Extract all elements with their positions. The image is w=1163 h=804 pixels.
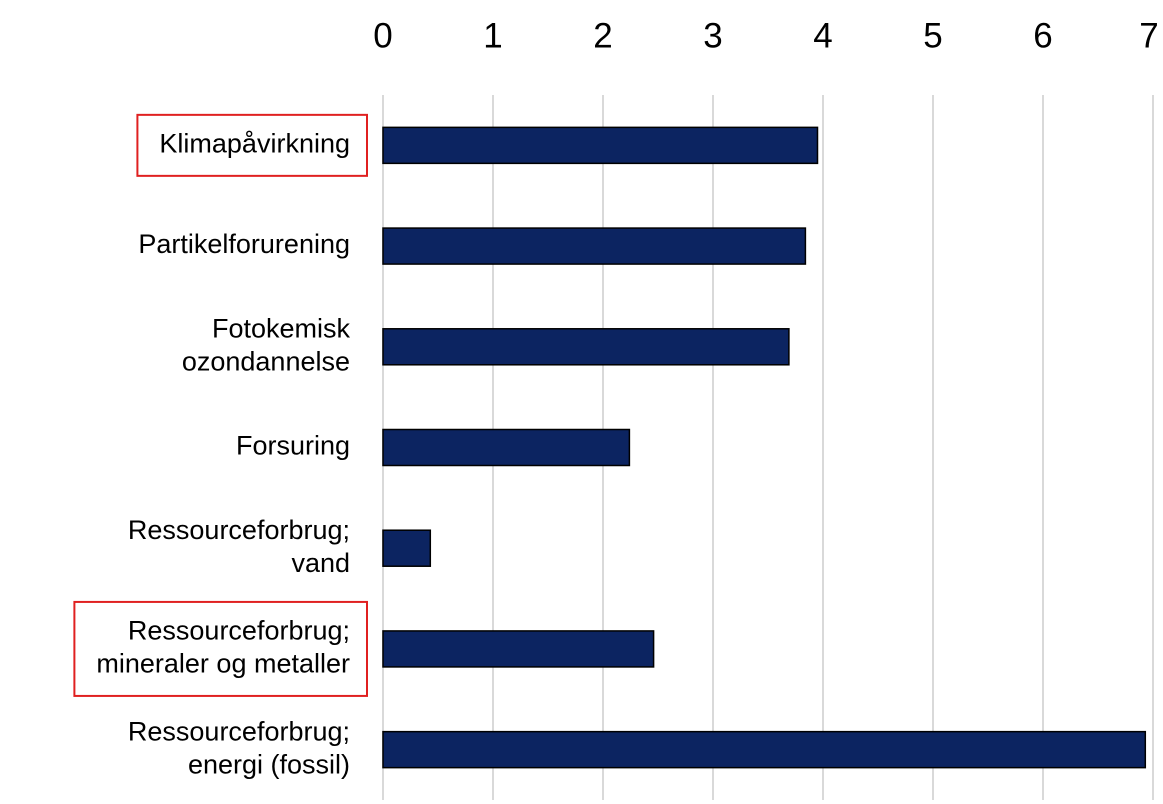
bar [382,630,655,668]
x-tick-label: 0 [373,16,392,55]
y-tick-label: Fotokemisk [212,313,351,343]
y-tick-label: vand [291,548,350,578]
x-tick-label: 6 [1033,16,1052,55]
bar [382,529,432,567]
x-tick-label: 5 [923,16,942,55]
y-tick-label: mineraler og metaller [96,649,350,679]
y-tick-label: Ressourceforbrug; [128,616,350,646]
y-tick-label: energi (fossil) [188,749,350,779]
bar [382,730,1147,769]
highlight-box [136,113,368,177]
y-tick-label: ozondannelse [182,346,350,376]
x-tick-label: 3 [703,16,722,55]
y-tick-label: Forsuring [236,431,350,461]
x-tick-label: 1 [483,16,502,55]
highlight-box [73,600,368,697]
y-tick-label: Klimapåvirkning [159,128,350,158]
x-tick-label: 7 [1139,16,1158,55]
bar [382,227,807,265]
y-tick-label: Ressourceforbrug; [128,515,350,545]
x-tick-label: 2 [593,16,612,55]
bar [382,428,631,467]
y-tick-label: Ressourceforbrug; [128,716,350,746]
bar [382,126,819,165]
x-tick-label: 4 [813,16,832,55]
y-tick-label: Partikelforurening [138,229,350,259]
bar [382,328,790,366]
